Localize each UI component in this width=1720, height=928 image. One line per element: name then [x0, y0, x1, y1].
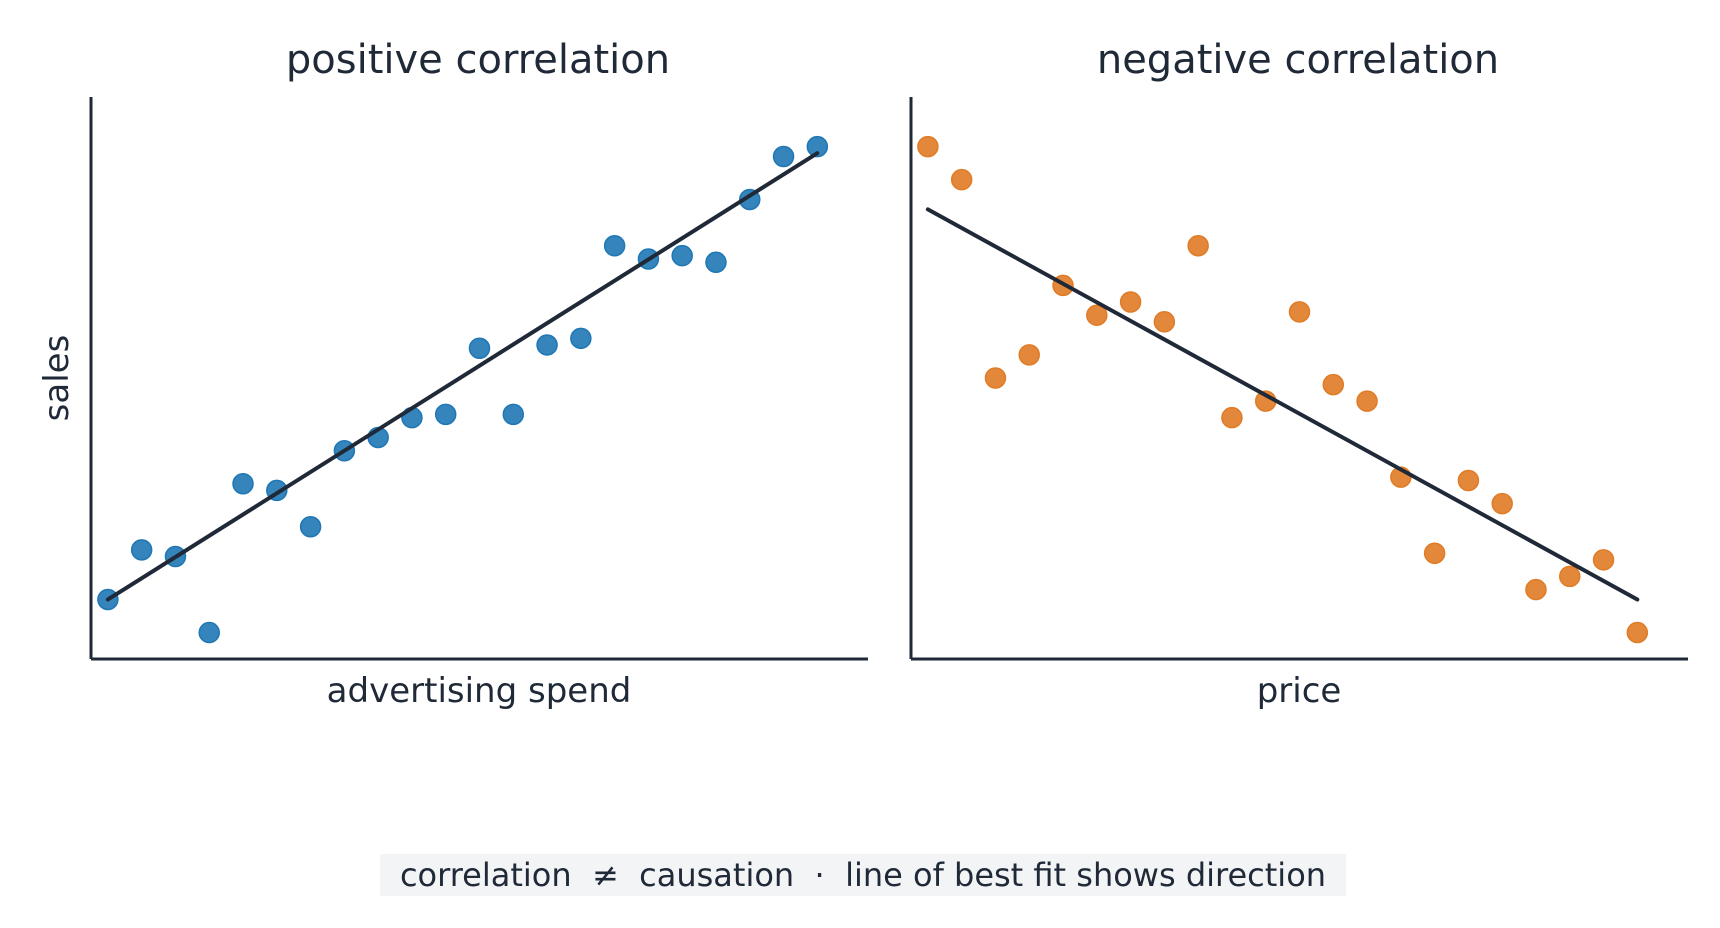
data-point	[468, 337, 491, 359]
data-point	[1423, 542, 1446, 564]
data-point	[950, 168, 973, 191]
data-point	[1153, 311, 1176, 333]
data-point	[1187, 235, 1209, 257]
data-point	[1356, 390, 1378, 412]
data-point	[1491, 492, 1513, 515]
data-point	[806, 135, 829, 158]
data-point	[434, 403, 457, 426]
data-point	[1525, 578, 1547, 601]
data-point	[502, 403, 525, 426]
data-point	[1626, 621, 1649, 644]
data-point	[1221, 406, 1243, 429]
data-point	[917, 135, 939, 158]
x-axis-label: price	[1257, 671, 1342, 711]
data-point	[603, 235, 626, 257]
chart-title: negative correlation	[1097, 37, 1499, 83]
data-point	[1086, 304, 1108, 326]
data-point	[232, 473, 254, 495]
data-point	[1559, 565, 1581, 588]
data-point	[130, 539, 153, 561]
data-point	[1322, 373, 1345, 396]
data-point	[1592, 549, 1615, 571]
caption: correlation ≠ causation · line of best f…	[380, 854, 1346, 896]
data-point	[536, 334, 558, 356]
data-point	[1018, 344, 1040, 366]
data-point	[671, 244, 693, 267]
best-fit-line	[925, 207, 1640, 602]
data-point	[705, 251, 727, 274]
best-fit-line	[105, 151, 820, 602]
data-point	[1288, 301, 1311, 323]
data-point	[1457, 469, 1480, 492]
x-axis-label: advertising spend	[327, 671, 632, 711]
data-point	[570, 327, 592, 350]
negative-correlation-panel: negative correlation price	[909, 37, 1688, 711]
data-point	[198, 621, 220, 644]
scatter-points	[917, 135, 1649, 644]
chart-title: positive correlation	[286, 37, 670, 83]
positive-correlation-panel: positive correlation advertising spend s…	[37, 37, 868, 711]
data-point	[299, 516, 322, 538]
scatter-points	[97, 135, 829, 644]
y-axis-label: sales	[37, 335, 77, 422]
data-point	[984, 367, 1007, 389]
data-point	[1119, 291, 1142, 313]
data-point	[772, 145, 795, 168]
